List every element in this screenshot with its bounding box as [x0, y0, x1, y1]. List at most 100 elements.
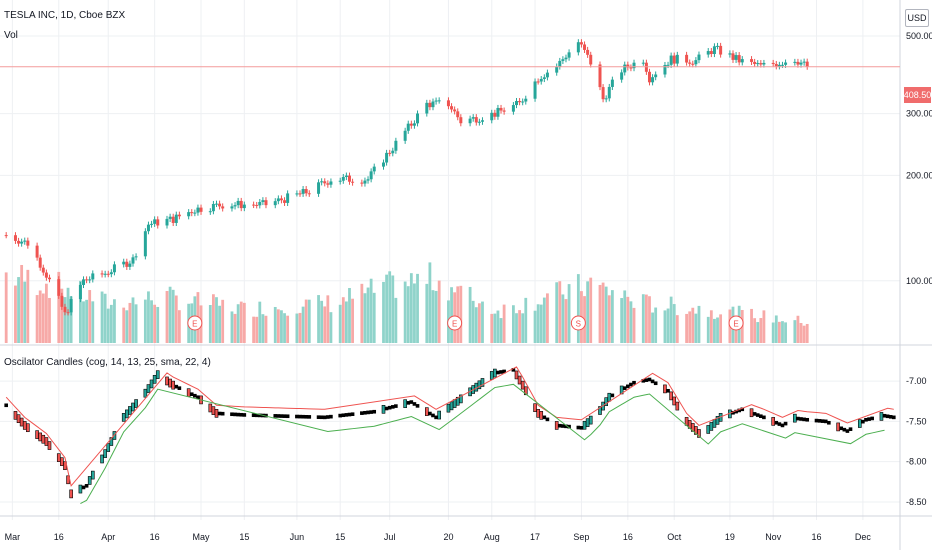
price-candle-body [518, 100, 522, 103]
oscillator-candle [307, 415, 312, 419]
volume-bar [35, 295, 39, 343]
oscillator-candle [16, 414, 21, 424]
oscillator-candle [295, 414, 299, 419]
oscillator-candle [629, 382, 633, 387]
oscillator-candle [403, 399, 407, 408]
oscillator-candle [517, 375, 522, 385]
price-candle-body [576, 42, 580, 53]
price-candle-body [514, 100, 518, 106]
volume-bar [555, 282, 559, 343]
oscillator-candle [322, 415, 327, 420]
price-candle-body [323, 181, 327, 184]
price-candle-body [78, 284, 82, 300]
oscillator-candle [626, 384, 630, 389]
volume-bar [459, 285, 463, 343]
price-candle-body [474, 117, 478, 123]
oscillator-candle [56, 453, 61, 462]
price-candle-body [211, 203, 215, 212]
price-candle-body [258, 201, 262, 206]
oscillator-axis-tick-label: -8.50 [906, 497, 927, 507]
volume-bar [230, 311, 234, 343]
oscillator-candle [171, 380, 175, 390]
oscillator-candle [610, 393, 615, 398]
volume-bar [88, 290, 92, 343]
x-axis-tick-label: 16 [811, 532, 821, 542]
oscillator-candle [81, 485, 86, 490]
x-axis-tick-label: Jun [290, 532, 305, 542]
oscillator-candle [598, 406, 602, 415]
oscillator-candle [366, 410, 370, 415]
oscillator-candle [242, 413, 247, 417]
oscillator-candle [214, 409, 219, 418]
price-axis-tick-label: 200.00 [906, 170, 932, 180]
oscillator-candle [282, 414, 287, 418]
price-candle-body [60, 295, 64, 307]
volume-bar [14, 285, 17, 343]
oscillator-candle [251, 413, 256, 418]
price-candle-body [416, 113, 420, 124]
oscillator-candle [607, 392, 612, 402]
price-candle-body [4, 235, 8, 237]
volume-bar [428, 262, 432, 343]
oscillator-candle [480, 378, 485, 387]
volume-bar [641, 294, 645, 343]
volume-bar [716, 317, 719, 343]
volume-bar [60, 288, 64, 343]
price-candle-body [511, 105, 515, 112]
volume-bar [174, 295, 178, 343]
volume-bar [490, 313, 494, 343]
oscillator-candle [233, 412, 237, 417]
volume-bar [122, 307, 126, 343]
oscillator-candle [449, 401, 454, 411]
x-axis-tick-label: 15 [335, 532, 345, 542]
oscillator-candle [109, 437, 114, 446]
volume-bar [177, 310, 181, 343]
volume-bar [675, 315, 679, 343]
oscillator-candle [186, 388, 191, 397]
oscillator-candle [387, 405, 392, 410]
volume-bar [153, 304, 157, 343]
price-candle-body [369, 171, 373, 180]
oscillator-candle [84, 484, 89, 488]
volume-bar [666, 308, 670, 343]
volume-bar [147, 291, 150, 343]
oscillator-candle [394, 404, 398, 408]
price-candle-body [697, 54, 701, 61]
volume-bar [502, 304, 506, 343]
volume-bar [771, 322, 775, 343]
price-candle-body [344, 175, 348, 177]
x-axis-tick-label: Apr [101, 532, 115, 542]
price-candle-body [694, 60, 698, 65]
oscillator-candle [827, 420, 831, 425]
price-candle-body [134, 256, 138, 258]
price-candle-body [347, 175, 351, 182]
price-candle-body [286, 193, 290, 203]
price-candle-body [351, 181, 355, 183]
oscillator-candle [412, 402, 417, 406]
volume-bar [280, 310, 283, 343]
volume-bar [759, 318, 763, 343]
oscillator-candle [69, 489, 73, 499]
oscillator-candle [152, 374, 157, 384]
currency-button[interactable]: USD [905, 9, 929, 27]
volume-bar [694, 313, 698, 343]
x-axis-tick-label: Aug [484, 532, 500, 542]
oscillator-candle [709, 422, 714, 431]
oscillator-candle [149, 379, 154, 389]
volume-bar [406, 286, 410, 343]
oscillator-candle [329, 414, 333, 419]
price-candle-body [187, 212, 191, 217]
volume-bar [546, 293, 549, 343]
price-axis-tick-label: 100.00 [906, 276, 932, 286]
price-candle-body [623, 64, 627, 73]
price-candle-body [685, 54, 689, 63]
oscillator-candle [588, 415, 593, 425]
oscillator-candle [41, 434, 46, 444]
price-candle-body [360, 182, 364, 184]
oscillator-candle [125, 409, 129, 419]
volume-bar [69, 296, 73, 343]
price-candle-body [536, 81, 540, 83]
volume-bar [168, 286, 172, 343]
oscillator-candle [35, 430, 39, 439]
